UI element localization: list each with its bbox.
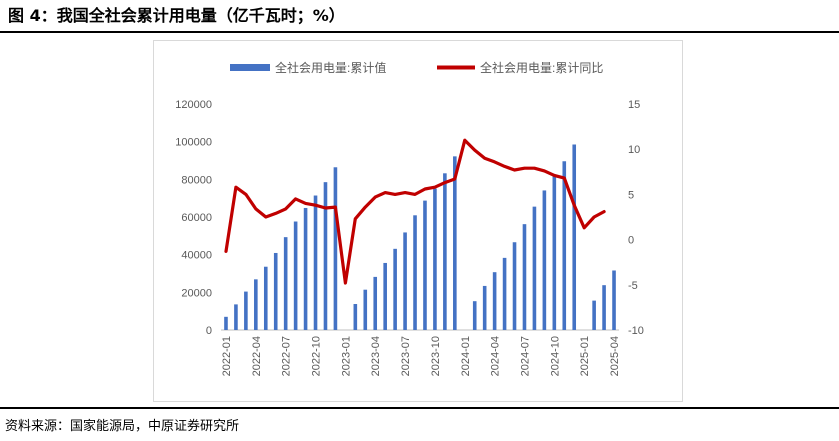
- x-tick-label: 2022-04: [251, 336, 263, 376]
- bar: [572, 144, 577, 330]
- bar: [532, 206, 537, 330]
- chart-frame: 0 20000 40000 60000 80000 100000 120000 -10 -5 0 5…: [153, 40, 683, 402]
- bar: [562, 161, 567, 330]
- x-tick-label: 2025-01: [579, 336, 591, 376]
- bar: [403, 232, 407, 330]
- bar: [413, 215, 417, 330]
- bar: [433, 188, 437, 330]
- bar: [522, 224, 527, 330]
- bar: [234, 304, 238, 330]
- bar: [293, 221, 298, 330]
- bar: [283, 237, 288, 330]
- x-tick-label: 2024-04: [490, 336, 502, 376]
- x-tick-label: 2022-07: [281, 336, 293, 376]
- bar: [333, 167, 338, 330]
- bar: [443, 173, 447, 330]
- top-rule: [0, 31, 839, 33]
- bar: [393, 248, 397, 330]
- y-right-tick-label: 10: [628, 144, 640, 156]
- y-left-tick-label: 40000: [181, 250, 212, 262]
- yoy-line: [224, 138, 606, 285]
- bar: [373, 276, 378, 330]
- bar: [273, 252, 278, 330]
- y-left-tick-label: 80000: [181, 174, 212, 186]
- bar: [502, 257, 507, 330]
- y-left-tick-label: 60000: [181, 212, 212, 224]
- y-left-tick-label: 100000: [175, 137, 212, 149]
- bar: [313, 195, 318, 330]
- bar: [453, 156, 457, 330]
- x-tick-label: 2024-01: [460, 336, 472, 376]
- y-left-tick-label: 20000: [181, 287, 212, 299]
- chart-svg: 0 20000 40000 60000 80000 100000 120000 -10 -5 0 5…: [175, 60, 644, 376]
- bar: [492, 272, 497, 330]
- bar: [472, 301, 477, 330]
- bar: [263, 266, 268, 330]
- bar: [612, 270, 616, 330]
- y-left-tick-label: 0: [206, 325, 212, 337]
- bar: [482, 285, 487, 330]
- bar: [353, 304, 358, 330]
- x-tick-label: 2023-10: [430, 336, 442, 376]
- y-right-tick-label: 15: [628, 99, 640, 111]
- bar: [552, 176, 557, 330]
- y-right-tick-label: 5: [628, 189, 634, 201]
- bar: [512, 242, 517, 330]
- legend-line-label: 全社会用电量:累计同比: [480, 60, 603, 75]
- x-tick-label: 2023-01: [340, 336, 352, 376]
- bar: [224, 316, 228, 330]
- bar: [592, 300, 596, 330]
- x-tick-label: 2024-10: [549, 336, 561, 376]
- legend-bar-label: 全社会用电量:累计值: [275, 60, 386, 75]
- x-tick-label: 2023-07: [400, 336, 412, 376]
- bar: [244, 291, 248, 330]
- bar: [254, 279, 258, 330]
- x-tick-label: 2024-07: [519, 336, 531, 376]
- source-note: 资料来源：国家能源局，中原证券研究所: [5, 419, 240, 434]
- y-right-tick-label: 0: [628, 235, 634, 247]
- bar: [542, 190, 547, 330]
- x-tick-label: 2022-10: [311, 336, 323, 376]
- bar: [363, 289, 368, 330]
- figure-title: 图 4：我国全社会累计用电量（亿千瓦时；%）: [8, 6, 345, 25]
- y-right-tick-label: -10: [628, 325, 644, 337]
- x-tick-label: 2022-01: [221, 336, 233, 376]
- bar: [383, 262, 387, 330]
- bar: [303, 207, 308, 330]
- bar: [602, 285, 606, 330]
- bar: [423, 200, 427, 330]
- x-tick-label: 2025-04: [609, 336, 621, 376]
- x-tick-label: 2023-04: [370, 336, 382, 376]
- legend-bar-swatch: [230, 64, 270, 71]
- y-right-tick-label: -5: [628, 280, 638, 292]
- y-left-tick-label: 120000: [175, 99, 212, 111]
- bottom-rule: [0, 407, 839, 409]
- bar: [323, 182, 328, 330]
